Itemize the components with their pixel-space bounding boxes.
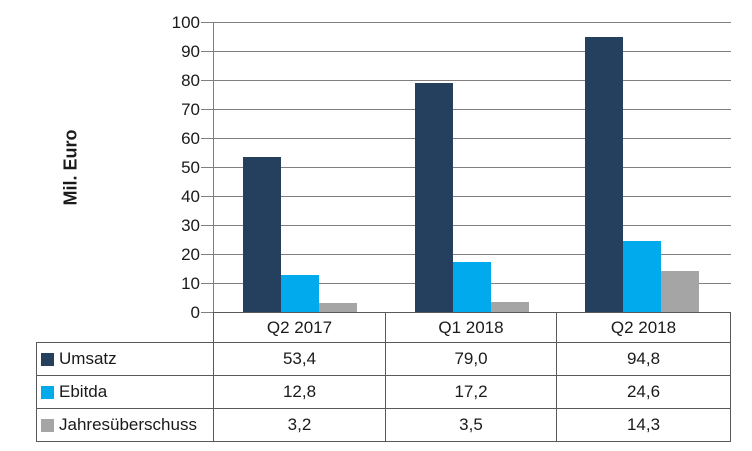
- bar-jahres-berschuss-q2-2017: [319, 303, 357, 312]
- gridline-80: [214, 80, 731, 81]
- table-row-jahres-berschuss: Jahresüberschuss 3,2 3,5 14,3: [36, 408, 731, 442]
- y-tick-mark-40: [201, 196, 213, 197]
- gridline-30: [214, 225, 731, 226]
- y-tick-label-20: 20: [181, 245, 200, 264]
- bar-umsatz-q2-2018: [585, 37, 623, 312]
- y-tick-label-50: 50: [181, 158, 200, 177]
- legend-label-umsatz: Umsatz: [59, 349, 117, 368]
- y-tick-label-30: 30: [181, 216, 200, 235]
- value-umsatz-q2-2018: 94,8: [556, 342, 731, 376]
- y-tick-mark-80: [201, 80, 213, 81]
- y-tick-mark-20: [201, 254, 213, 255]
- legend-label-jahres-berschuss: Jahresüberschuss: [59, 415, 197, 434]
- category-header-q1-2018: Q1 2018: [385, 312, 557, 343]
- value-umsatz-q2-2017: 53,4: [213, 342, 386, 376]
- y-tick-label-40: 40: [181, 187, 200, 206]
- bar-group-q1-2018: [415, 83, 529, 312]
- legend-cell-jahres-berschuss: Jahresüberschuss: [36, 408, 214, 442]
- plot-area: [201, 22, 731, 313]
- y-tick-mark-30: [201, 225, 213, 226]
- bar-group-q2-2018: [585, 37, 699, 312]
- legend-swatch-jahres-berschuss: [41, 418, 54, 432]
- y-tick-label-100: 100: [171, 13, 200, 32]
- y-axis-title-text: Mil. Euro: [60, 129, 81, 205]
- gridline-90: [214, 51, 731, 52]
- gridline-50: [214, 167, 731, 168]
- gridline-20: [214, 254, 731, 255]
- table-header-row: Q2 2017 Q1 2018 Q2 2018: [37, 312, 731, 343]
- bar-ebitda-q2-2018: [623, 241, 661, 312]
- value-umsatz-q1-2018: 79,0: [385, 342, 557, 376]
- bar-umsatz-q1-2018: [415, 83, 453, 312]
- gridline-40: [214, 196, 731, 197]
- y-tick-label-0: 0: [190, 303, 200, 322]
- y-tick-mark-90: [201, 51, 213, 52]
- value-jahres-berschuss-q1-2018: 3,5: [385, 408, 557, 442]
- y-tick-mark-0: [201, 312, 213, 313]
- data-table: Q2 2017 Q1 2018 Q2 2018 Umsatz 53,4 79,0 94,8 E…: [36, 312, 731, 442]
- bar-umsatz-q2-2017: [243, 157, 281, 312]
- y-tick-label-90: 90: [181, 42, 200, 61]
- category-header-q2-2017: Q2 2017: [213, 312, 386, 343]
- legend-entry-jahres-berschuss: Jahresüberschuss: [38, 415, 213, 435]
- bar-jahres-berschuss-q2-2018: [661, 271, 699, 312]
- gridline-100: [214, 22, 731, 23]
- legend-entry-umsatz: Umsatz: [38, 349, 213, 369]
- gridline-70: [214, 109, 731, 110]
- bar-ebitda-q1-2018: [453, 262, 491, 312]
- value-jahres-berschuss-q2-2017: 3,2: [213, 408, 386, 442]
- table-corner-cell: [37, 313, 214, 343]
- value-ebitda-q1-2018: 17,2: [385, 375, 557, 409]
- y-tick-label-60: 60: [181, 129, 200, 148]
- bar-ebitda-q2-2017: [281, 275, 319, 312]
- y-tick-mark-70: [201, 109, 213, 110]
- y-tick-label-70: 70: [181, 100, 200, 119]
- bar-group-q2-2017: [243, 157, 357, 312]
- legend-cell-ebitda: Ebitda: [36, 375, 214, 409]
- value-jahres-berschuss-q2-2018: 14,3: [556, 408, 731, 442]
- value-ebitda-q2-2018: 24,6: [556, 375, 731, 409]
- y-tick-mark-50: [201, 167, 213, 168]
- y-tick-mark-10: [201, 283, 213, 284]
- gridline-60: [214, 138, 731, 139]
- bar-jahres-berschuss-q1-2018: [491, 302, 529, 312]
- table-row-umsatz: Umsatz 53,4 79,0 94,8: [36, 342, 731, 376]
- category-header-q2-2018: Q2 2018: [556, 312, 731, 343]
- legend-cell-umsatz: Umsatz: [36, 342, 214, 376]
- legend-entry-ebitda: Ebitda: [38, 382, 213, 402]
- y-axis-title: Mil. Euro: [50, 22, 92, 312]
- legend-swatch-ebitda: [41, 385, 54, 399]
- y-tick-label-10: 10: [181, 274, 200, 293]
- y-tick-mark-100: [201, 22, 213, 23]
- legend-label-ebitda: Ebitda: [59, 382, 108, 401]
- y-tick-mark-60: [201, 138, 213, 139]
- table-row-ebitda: Ebitda 12,8 17,2 24,6: [36, 375, 731, 409]
- y-tick-label-80: 80: [181, 71, 200, 90]
- legend-swatch-umsatz: [41, 352, 54, 366]
- value-ebitda-q2-2017: 12,8: [213, 375, 386, 409]
